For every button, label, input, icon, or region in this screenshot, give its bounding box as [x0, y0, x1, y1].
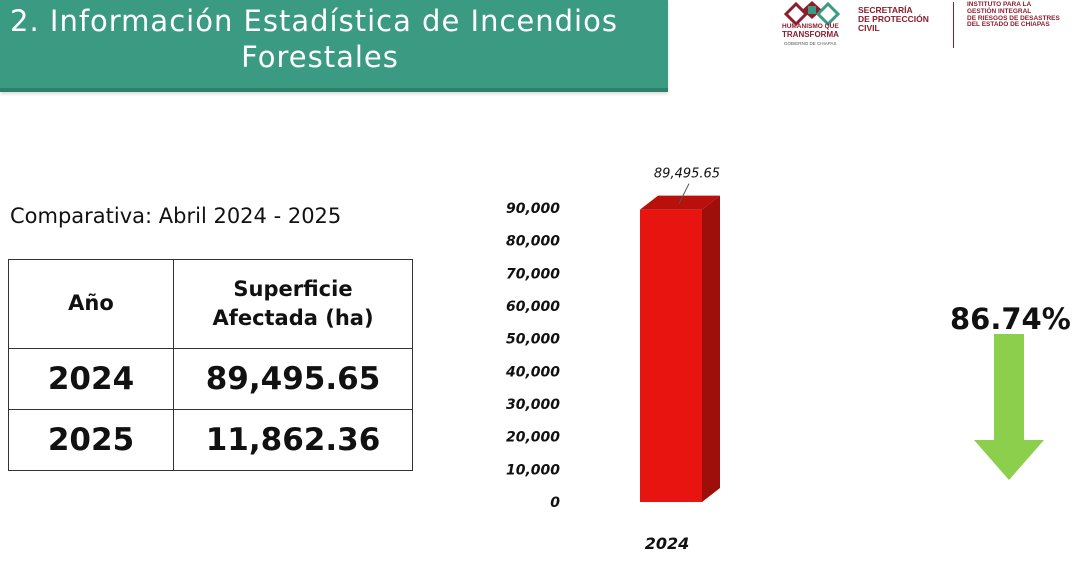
secretaria-logo-text: SECRETARÍA DE PROTECCIÓN CIVIL [858, 6, 929, 33]
table-cell-area: 89,495.65 [173, 348, 413, 410]
table-cell-year: 2024 [8, 348, 174, 410]
y-tick-label: 40,000 [505, 364, 560, 380]
data-label-leader [678, 183, 690, 204]
secretaria-line3: CIVIL [858, 22, 880, 33]
table-row: 2024 89,495.65 [8, 348, 413, 410]
data-label: 89,495.65 [654, 167, 720, 182]
instituto-logo-text: INSTITUTO PARA LA GESTIÓN INTEGRAL DE RI… [967, 1, 1060, 29]
y-tick-label: 0 [550, 495, 560, 511]
y-tick-label: 70,000 [506, 266, 560, 282]
secretaria-line2: DE PROTECCIÓN [858, 13, 929, 24]
instituto-line3: DE RIESGOS DE DESASTRES [967, 14, 1060, 22]
table-row: 2025 11,862.36 [8, 409, 413, 471]
y-tick-label: 20,000 [506, 430, 560, 446]
down-arrow-icon [974, 334, 1044, 480]
gov-logo-line1: HUMANISMO QUE [782, 23, 839, 30]
y-tick-label: 10,000 [506, 462, 560, 478]
y-tick-label: 90,000 [506, 201, 560, 217]
y-tick-label: 50,000 [506, 332, 560, 348]
table-header-year: Año [8, 259, 174, 349]
y-tick-label: 60,000 [506, 299, 560, 315]
comparison-subtitle: Comparativa: Abril 2024 - 2025 [10, 204, 342, 228]
page-title-line2: Forestales [241, 40, 399, 74]
y-tick-label: 30,000 [506, 397, 560, 413]
reduction-percent: 86.74% [950, 302, 1071, 336]
gov-logo-line2: TRANSFORMA [782, 29, 839, 39]
logo-area: HUMANISMO QUE TRANSFORMA GOBIERNO DE CHI… [770, 0, 1080, 60]
comparison-table: Año Superficie Afectada (ha) 2024 89,495… [8, 259, 413, 471]
y-tick-label: 80,000 [506, 234, 560, 250]
secretaria-line1: SECRETARÍA [858, 5, 913, 15]
instituto-line4: DEL ESTADO DE CHIAPAS [967, 21, 1050, 29]
logo-divider [953, 2, 954, 48]
table-header-area-label: Superficie Afectada (ha) [212, 276, 374, 330]
table-cell-area: 11,862.36 [173, 409, 413, 471]
x-tick-label: 2024 [645, 534, 690, 553]
bar-chart: 0 10,000 20,000 30,000 40,000 50,000 60,000 70,… [505, 167, 720, 553]
instituto-line1: INSTITUTO PARA LA [967, 1, 1032, 8]
table-header-row: Año Superficie Afectada (ha) [8, 259, 413, 349]
bar-2024 [640, 209, 702, 502]
gov-logo-text: HUMANISMO QUE TRANSFORMA [782, 23, 839, 39]
table-header-area: Superficie Afectada (ha) [173, 259, 413, 349]
gov-logo-subtext: GOBIERNO DE CHIAPAS [784, 41, 837, 46]
bar-side-2024 [702, 195, 720, 502]
table-cell-year: 2025 [8, 409, 174, 471]
instituto-line2: GESTIÓN INTEGRAL [967, 7, 1032, 15]
title-banner: 2. Información Estadística de Incendios … [0, 0, 668, 92]
page-title-line1: 2. Información Estadística de Incendios [10, 4, 618, 38]
chiapas-emblem-icon [783, 1, 841, 26]
